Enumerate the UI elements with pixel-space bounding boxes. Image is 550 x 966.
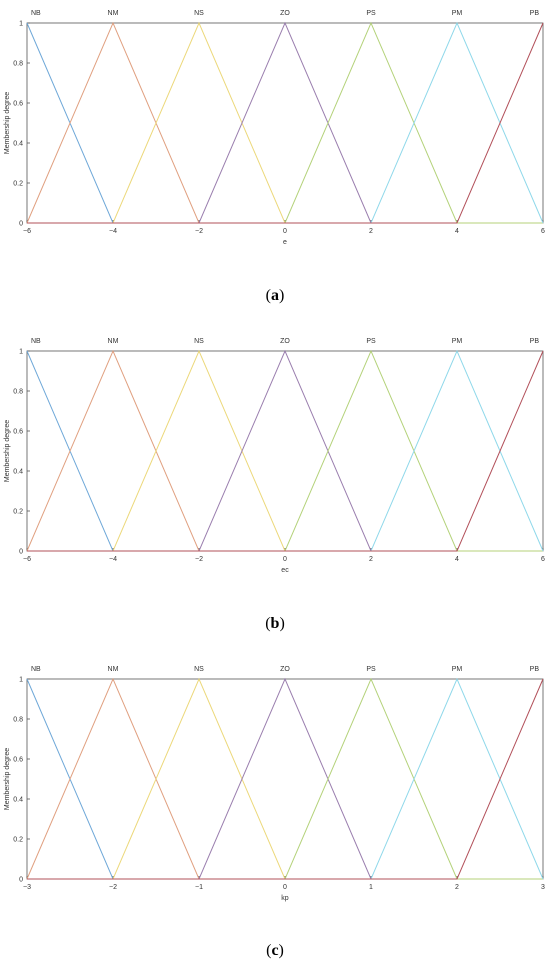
x-tick-label: 0 <box>283 884 287 891</box>
series-line-nm <box>26 349 543 552</box>
x-tick-label: −6 <box>23 228 31 235</box>
x-tick-label: 4 <box>455 228 459 235</box>
series-line-pm <box>27 349 544 552</box>
chart-c: 0 0.2 0.4 0.6 0.8 1 −3 −2 −1 0 1 2 3 kp Membership deg… <box>4 666 545 902</box>
y-tick-label: 0 <box>19 221 23 228</box>
series-label-pm: PM <box>452 666 463 673</box>
y-tick-label: 1 <box>19 21 23 28</box>
series-line-ps <box>27 21 543 224</box>
x-tick-label: −1 <box>195 884 203 891</box>
series-label-zo: ZO <box>280 10 290 17</box>
chart-panel-a: 0 0.2 0.4 0.6 0.8 1 −6 −4 −2 0 2 4 6 e Membership degr… <box>0 0 550 250</box>
x-axis-label: kp <box>281 895 289 902</box>
y-tick-label: 0.2 <box>13 509 23 516</box>
plot-area <box>26 678 544 880</box>
y-tick-label: 0.2 <box>13 837 23 844</box>
x-tick-label: −4 <box>109 228 117 235</box>
series-line-zo <box>27 677 543 880</box>
series-line-ps <box>27 677 543 880</box>
caption-c: (c) <box>266 942 284 959</box>
plot-area <box>26 350 544 552</box>
series-label-pb: PB <box>530 338 540 345</box>
series-line-nm <box>26 677 543 880</box>
x-tick-label: 2 <box>369 556 373 563</box>
series-line-zo <box>27 349 543 552</box>
y-tick-label: 0.6 <box>13 757 23 764</box>
y-tick-label: 0.4 <box>13 469 23 476</box>
series-line-ns <box>27 349 543 552</box>
chart-panel-b: 0 0.2 0.4 0.6 0.8 1 −6 −4 −2 0 2 4 6 ec Membership deg… <box>0 328 550 578</box>
x-tick-label: 2 <box>455 884 459 891</box>
x-tick-label: 6 <box>541 228 545 235</box>
y-tick-label: 0.2 <box>13 181 23 188</box>
y-tick-label: 0 <box>19 877 23 884</box>
y-axis-label: Membership degree <box>4 748 11 810</box>
y-tick-label: 0.4 <box>13 141 23 148</box>
y-tick-label: 0.8 <box>13 717 23 724</box>
series-label-nb: NB <box>31 338 41 345</box>
series-label-pb: PB <box>530 666 540 673</box>
series-label-zo: ZO <box>280 338 290 345</box>
y-tick-label: 0.8 <box>13 61 23 68</box>
x-tick-label: 0 <box>283 228 287 235</box>
series-line-ns <box>27 21 543 224</box>
series-line-pm <box>27 21 544 224</box>
series-line-nb <box>26 350 543 552</box>
series-label-nb: NB <box>31 10 41 17</box>
series-line-pm <box>27 677 544 880</box>
y-tick-label: 1 <box>19 349 23 356</box>
x-tick-label: 4 <box>455 556 459 563</box>
caption-a: (a) <box>265 287 285 304</box>
series-label-pm: PM <box>452 338 463 345</box>
y-tick-label: 0 <box>19 549 23 556</box>
series-label-nb: NB <box>31 666 41 673</box>
caption-b: (b) <box>265 615 285 632</box>
series-line-zo <box>27 21 543 224</box>
x-tick-label: 0 <box>283 556 287 563</box>
series-line-pb <box>27 350 544 552</box>
series-line-nb <box>26 22 543 224</box>
series-label-ns: NS <box>194 10 204 17</box>
series-label-ps: PS <box>366 10 376 17</box>
series-line-nb <box>26 678 543 880</box>
series-line-pb <box>27 22 544 224</box>
series-label-ns: NS <box>194 338 204 345</box>
x-tick-label: 1 <box>369 884 373 891</box>
series-label-ps: PS <box>366 666 376 673</box>
x-tick-label: −3 <box>23 884 31 891</box>
x-tick-label: 6 <box>541 556 545 563</box>
x-tick-label: 2 <box>369 228 373 235</box>
series-line-ns <box>27 677 543 880</box>
plot-area <box>26 22 544 224</box>
series-label-nm: NM <box>108 338 119 345</box>
series-line-nm <box>26 21 543 224</box>
y-axis-label: Membership degree <box>4 92 11 154</box>
series-line-pb <box>27 678 544 880</box>
x-axis-label: ec <box>281 567 289 574</box>
series-line-ps <box>27 349 543 552</box>
y-tick-label: 0.4 <box>13 797 23 804</box>
series-label-zo: ZO <box>280 666 290 673</box>
series-label-nm: NM <box>108 666 119 673</box>
series-label-ps: PS <box>366 338 376 345</box>
series-label-ns: NS <box>194 666 204 673</box>
y-tick-label: 0.8 <box>13 389 23 396</box>
series-label-pb: PB <box>530 10 540 17</box>
x-tick-label: −6 <box>23 556 31 563</box>
chart-a: 0 0.2 0.4 0.6 0.8 1 −6 −4 −2 0 2 4 6 e Membership degr… <box>4 10 545 246</box>
x-axis-label: e <box>283 239 287 246</box>
y-tick-label: 0.6 <box>13 101 23 108</box>
x-tick-label: −4 <box>109 556 117 563</box>
x-tick-label: 3 <box>541 884 545 891</box>
chart-b: 0 0.2 0.4 0.6 0.8 1 −6 −4 −2 0 2 4 6 ec Membership deg… <box>4 338 545 574</box>
series-label-pm: PM <box>452 10 463 17</box>
y-tick-label: 0.6 <box>13 429 23 436</box>
y-axis-label: Membership degree <box>4 420 11 482</box>
y-tick-label: 1 <box>19 677 23 684</box>
series-label-nm: NM <box>108 10 119 17</box>
x-tick-label: −2 <box>195 228 203 235</box>
x-tick-label: −2 <box>109 884 117 891</box>
x-tick-label: −2 <box>195 556 203 563</box>
chart-panel-c: 0 0.2 0.4 0.6 0.8 1 −3 −2 −1 0 1 2 3 kp Membership deg… <box>0 656 550 906</box>
